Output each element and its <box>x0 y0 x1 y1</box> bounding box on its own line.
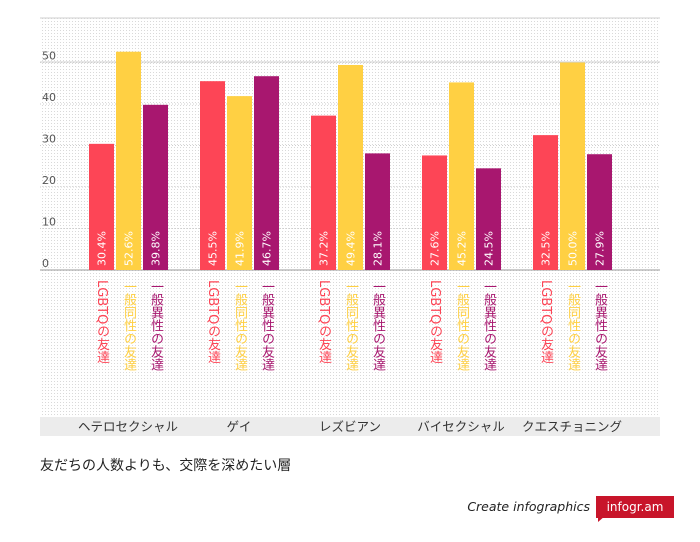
bar-value-label: 49.4% <box>345 231 358 266</box>
bar-chart: 0 10 20 30 40 50 30.4% 52.6% 39.8% 45.5% 41.9% 46.… <box>40 17 660 416</box>
y-tick-label: 30 <box>42 133 56 146</box>
legend-label: 一般同性の友達 <box>565 280 581 371</box>
legend-label: 一般異性の友達 <box>259 280 275 371</box>
y-tick-label: 10 <box>42 216 56 229</box>
y-tick-label: 40 <box>42 91 56 104</box>
bar-value-label: 46.7% <box>261 231 274 266</box>
category-label: レズビアン <box>318 419 381 434</box>
legend-label: 一般異性の友達 <box>481 280 497 371</box>
credit-link[interactable]: Create infographics <box>467 499 590 514</box>
bar-value-label: 45.2% <box>456 231 469 266</box>
bar-value-label: 45.5% <box>207 231 220 266</box>
bar <box>200 81 225 270</box>
bar-value-label: 41.9% <box>234 231 247 266</box>
legend-label: LGBTQの友達 <box>205 280 221 364</box>
bar <box>227 96 252 271</box>
legend-label: LGBTQの友達 <box>316 280 332 364</box>
category-label: ゲイ <box>226 419 252 434</box>
bar <box>311 115 336 271</box>
bar <box>560 62 585 270</box>
legend-label: 一般同性の友達 <box>454 280 470 371</box>
bar-value-label: 52.6% <box>123 231 136 266</box>
bar-value-label: 50.0% <box>567 231 580 266</box>
bar <box>476 168 501 270</box>
y-tick-label: 20 <box>42 174 56 187</box>
legend-label: LGBTQの友達 <box>94 280 110 364</box>
category-label: ヘテロセクシャル <box>77 419 178 434</box>
brand-badge-tail <box>598 516 605 522</box>
bar-value-label: 32.5% <box>540 231 553 266</box>
bar <box>533 135 558 270</box>
bar-value-label: 27.6% <box>429 231 442 266</box>
bar-value-label: 24.5% <box>483 231 496 266</box>
legend-label: 一般同性の友達 <box>232 280 248 371</box>
legend: LGBTQの友達 一般同性の友達 一般異性の友達 LGBTQの友達 一般同性の友達 一般異… <box>94 280 608 371</box>
bars: 30.4% 52.6% 39.8% 45.5% 41.9% 46.7% 37.2% 49.4%… <box>89 51 612 271</box>
y-axis-ticks: 0 10 20 30 40 50 <box>42 50 56 271</box>
category-label: クエスチョニング <box>521 419 622 434</box>
bar <box>587 154 612 270</box>
bar-value-label: 37.2% <box>318 231 331 266</box>
bar <box>422 155 447 270</box>
y-tick-label: 0 <box>42 257 49 270</box>
bar-value-label: 28.1% <box>372 231 385 266</box>
legend-label: 一般異性の友達 <box>148 280 164 371</box>
legend-label: LGBTQの友達 <box>538 280 554 364</box>
bar <box>143 104 168 270</box>
category-band <box>40 417 660 436</box>
bar <box>365 153 390 270</box>
chart-title: 友だちの人数よりも、交際を深めたい層 <box>40 458 292 474</box>
bar <box>89 143 114 270</box>
bar <box>254 76 279 270</box>
brand-badge[interactable]: infogr.am <box>596 496 674 518</box>
legend-label: 一般同性の友達 <box>343 280 359 371</box>
category-label: バイセクシャル <box>417 419 505 434</box>
bar <box>449 82 474 270</box>
bar <box>338 64 363 271</box>
legend-label: 一般異性の友達 <box>370 280 386 371</box>
legend-label: 一般同性の友達 <box>121 280 137 371</box>
legend-label: 一般異性の友達 <box>592 280 608 371</box>
legend-label: LGBTQの友達 <box>427 280 443 364</box>
bar-value-label: 39.8% <box>150 231 163 266</box>
bar <box>116 51 141 271</box>
bar-value-label: 30.4% <box>96 231 109 266</box>
y-tick-label: 50 <box>42 50 56 63</box>
bar-value-label: 27.9% <box>594 231 607 266</box>
